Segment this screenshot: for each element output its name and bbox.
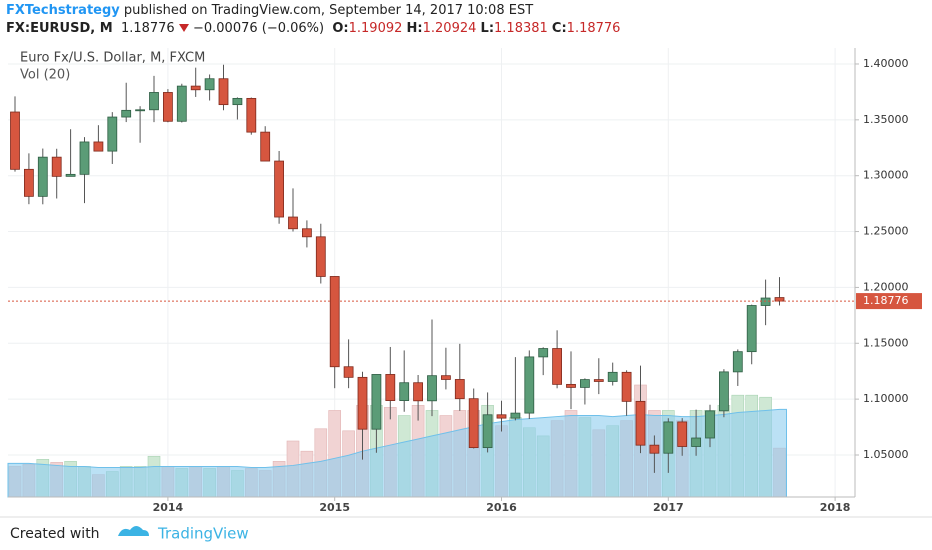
candle-body <box>260 131 271 162</box>
candle-body <box>663 421 674 454</box>
candle-body <box>524 356 535 414</box>
candle-body <box>37 156 48 197</box>
candle-body <box>301 228 312 238</box>
candle-body <box>204 78 215 91</box>
candle-body <box>760 297 771 306</box>
candle-body <box>10 111 20 170</box>
candle-body <box>677 421 688 447</box>
candle-body <box>232 97 243 106</box>
publish-line: FXTechstrategy published on TradingView.… <box>6 2 620 20</box>
ohlc-label: O: <box>332 21 349 36</box>
candle-body <box>427 375 437 402</box>
candle-body <box>496 414 507 419</box>
price-label-box <box>856 293 922 310</box>
price: 1.18776 <box>120 21 175 36</box>
price-label: 1.18776 <box>863 294 909 307</box>
y-tick-label: 1.10000 <box>863 392 909 405</box>
candle-body <box>593 379 604 382</box>
down-arrow <box>178 24 189 32</box>
candle-body <box>566 383 576 388</box>
quote-line: FX:EURUSD, M 1.18776 −0.00076 (−0.06%) O… <box>6 20 620 38</box>
candle-body <box>635 400 646 446</box>
candle-body <box>732 351 743 373</box>
change: −0.00076 (−0.06%) <box>192 21 325 36</box>
x-tick-label: 2017 <box>653 501 684 514</box>
candle-body <box>399 382 410 401</box>
candle-body <box>649 444 660 454</box>
candle-body <box>79 141 90 175</box>
x-tick-label: 2015 <box>319 501 350 514</box>
candle-body <box>65 173 76 177</box>
candle-body <box>190 85 201 91</box>
candle-body <box>162 92 173 122</box>
plot: 1.05000 1.10000 1.15000 1.20000 1.25000 1.300… <box>7 48 922 514</box>
candle-body <box>385 374 396 401</box>
candle-body <box>218 78 229 106</box>
candle-body <box>121 109 132 118</box>
candle-body <box>621 371 632 402</box>
candle-body <box>329 276 340 368</box>
brand-logo <box>118 526 149 536</box>
published: published on TradingView.com, September … <box>123 3 534 18</box>
candle-body <box>274 160 285 218</box>
candle-body <box>468 398 479 449</box>
candle-body <box>705 410 715 439</box>
footer-brand[interactable]: TradingView <box>157 525 249 543</box>
y-tick-label: 1.15000 <box>863 336 909 349</box>
chart-title: Euro Fx/U.S. Dollar, M, FXCM <box>20 51 205 66</box>
symbol: FX:EURUSD, M <box>6 21 113 36</box>
ohlc: O:1.19092 H:1.20924 L:1.18381 C:1.18776 <box>332 21 620 36</box>
ohlc-value: 1.18776 <box>566 21 621 36</box>
y-tick-label: 1.20000 <box>863 280 909 293</box>
y-tick-label: 1.35000 <box>863 113 909 126</box>
indicator-label: Vol (20) <box>20 68 70 83</box>
candle-body <box>552 348 562 385</box>
candle-body <box>288 216 298 230</box>
ohlc-value: 1.18381 <box>494 21 548 36</box>
ohlc-label: L: <box>480 21 495 36</box>
candle-body <box>23 168 34 197</box>
footer-created: Created with <box>10 526 100 542</box>
ohlc-label: C: <box>551 21 567 36</box>
x-tick-label: 2016 <box>486 501 517 514</box>
x-tick-label: 2018 <box>820 501 851 514</box>
candle-body <box>93 141 104 152</box>
candle-body <box>691 437 701 447</box>
candle-body <box>580 379 590 388</box>
candle-body <box>246 97 257 133</box>
author[interactable]: FXTechstrategy <box>6 3 120 18</box>
candle-body <box>315 236 326 277</box>
candle-body <box>107 116 118 152</box>
candle-body <box>413 382 424 402</box>
ohlc-value: 1.19092 <box>348 21 403 36</box>
y-tick-label: 1.25000 <box>863 225 909 238</box>
candle-body <box>149 92 159 111</box>
candle-body <box>746 305 757 353</box>
candle-body <box>135 109 146 112</box>
candle-body <box>719 371 729 412</box>
candle-body <box>774 297 785 302</box>
candle-body <box>440 375 451 380</box>
candle-body <box>357 376 368 430</box>
candle-body <box>607 371 618 382</box>
candle-body <box>176 85 187 122</box>
candle-body <box>454 379 465 400</box>
y-tick-label: 1.40000 <box>863 57 909 70</box>
candle-body <box>482 414 493 449</box>
ohlc-value: 1.20924 <box>422 21 477 36</box>
candle-body <box>343 366 354 378</box>
candle-body <box>371 374 382 430</box>
candle-body <box>51 156 62 177</box>
ohlc-label: H: <box>406 21 423 36</box>
header: FXTechstrategy published on TradingView.… <box>6 2 620 38</box>
y-tick-label: 1.05000 <box>863 448 909 461</box>
candle-body <box>538 348 549 358</box>
y-tick-label: 1.30000 <box>863 169 909 182</box>
candle-body <box>510 412 521 419</box>
volume-ma-area <box>7 408 787 498</box>
x-tick-label: 2014 <box>153 501 184 514</box>
